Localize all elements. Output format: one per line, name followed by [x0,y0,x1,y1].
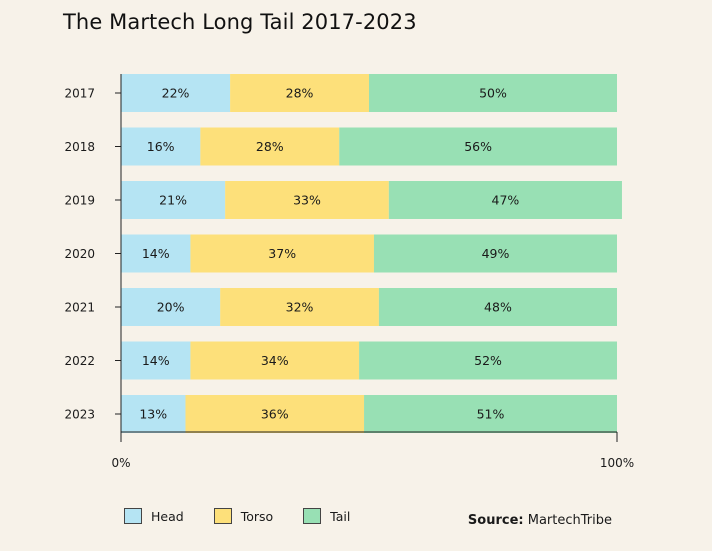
legend-item-tail: Tail [303,508,350,524]
legend-swatch-tail [303,508,322,524]
category-labels: 2017 2018 2019 2020 2021 2022 2023 [64,87,95,422]
bar-torso-2023 [185,395,365,433]
data-label-tail-2020: 49% [482,246,510,261]
bar-torso-2022 [190,341,360,380]
data-label-torso-2021: 32% [286,300,314,315]
category-label-2017: 2017 [64,87,95,101]
bar-torso-2018 [200,127,340,166]
category-label-2019: 2019 [64,194,95,208]
bar-tail-2017 [369,74,617,112]
legend-swatch-torso [213,508,232,524]
data-label-tail-2017: 50% [479,86,507,101]
bar-tail-2022 [359,341,617,380]
data-label-torso-2022: 34% [261,353,289,368]
data-label-torso-2018: 28% [256,139,284,154]
bar-head-2017 [121,74,231,112]
data-label-head-2020: 14% [142,246,170,261]
x-tick-label-0: 0% [111,456,130,470]
data-label-head-2018: 16% [147,139,175,154]
bar-torso-2019 [225,181,389,219]
bar-head-2021 [121,288,221,326]
bar-tail-2020 [373,234,617,273]
legend-label-tail: Tail [330,508,351,524]
chart-title: The Martech Long Tail 2017-2023 [63,10,417,34]
legend-swatch-head [124,508,142,524]
data-label-tail-2023: 51% [477,407,505,422]
legend-item-torso: Torso [213,508,274,524]
data-label-head-2021: 20% [157,300,185,315]
category-label-2023: 2023 [64,408,95,422]
legend-item-head: Head [124,508,184,524]
bar-tail-2018 [339,127,617,166]
data-label-head-2017: 22% [162,86,190,101]
data-label-tail-2019: 47% [492,193,520,208]
bar-tail-2019 [388,181,622,219]
bar-tail-2021 [378,288,617,326]
category-label-2018: 2018 [64,140,95,154]
data-label-torso-2020: 37% [268,246,296,261]
data-label-torso-2017: 28% [286,86,314,101]
data-label-torso-2019: 33% [293,193,321,208]
bar-head-2020 [121,234,191,273]
bar-tail-2023 [364,395,617,433]
legend: Head Torso Tail [124,508,380,524]
data-label-tail-2021: 48% [484,300,512,315]
data-label-head-2019: 21% [159,193,187,208]
data-label-head-2023: 13% [139,407,167,422]
data-label-tail-2022: 52% [474,353,502,368]
data-label-torso-2023: 36% [261,407,289,422]
bar-head-2023 [121,395,186,433]
bar-torso-2017 [230,74,369,112]
category-label-2020: 2020 [64,247,95,261]
data-label-tail-2018: 56% [464,139,492,154]
axes-group: 0% 100% [111,74,634,470]
legend-label-head: Head [151,508,184,524]
x-tick-label-100: 100% [600,456,634,470]
bar-head-2018 [121,127,201,166]
source-note: Source: MartechTribe [468,513,612,528]
category-label-2022: 2022 [64,354,95,368]
bar-head-2019 [121,181,226,219]
source-label: Source: [467,513,524,528]
data-label-head-2022: 14% [142,353,170,368]
legend-label-torso: Torso [240,508,274,524]
source-value: MartechTribe [527,513,612,528]
bar-torso-2020 [190,234,374,273]
category-label-2021: 2021 [64,301,95,315]
bars-group: 22% 28% 50% 16% 28% 56% 21% 33% 47% 14% 37% 49% 20% 3… [121,74,622,433]
bar-torso-2021 [220,288,379,326]
bar-head-2022 [121,341,191,380]
